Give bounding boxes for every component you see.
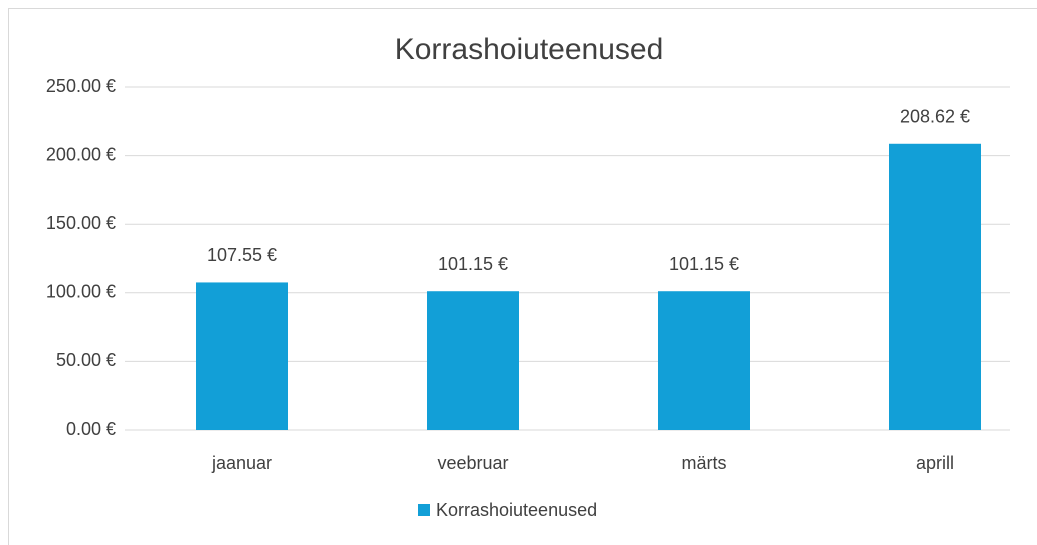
y-tick-label: 0.00 €	[66, 419, 116, 439]
data-label: 101.15 €	[438, 254, 508, 274]
data-label: 208.62 €	[900, 107, 970, 127]
y-tick-label: 200.00 €	[46, 144, 116, 164]
chart-title: Korrashoiuteenused	[395, 33, 664, 66]
legend-swatch	[418, 504, 430, 516]
y-tick-label: 250.00 €	[46, 76, 116, 96]
x-tick-label: jaanuar	[211, 453, 272, 473]
y-tick-label: 50.00 €	[56, 350, 116, 370]
x-tick-label: aprill	[916, 453, 954, 473]
y-tick-label: 100.00 €	[46, 282, 116, 302]
bar	[889, 143, 981, 430]
data-label: 107.55 €	[207, 245, 277, 265]
bar	[196, 282, 288, 430]
bar	[658, 291, 750, 430]
chart-border	[8, 8, 1037, 545]
y-tick-label: 150.00 €	[46, 213, 116, 233]
data-label: 101.15 €	[669, 254, 739, 274]
bar	[427, 291, 519, 430]
x-tick-label: märts	[682, 453, 727, 473]
x-tick-label: veebruar	[437, 453, 508, 473]
legend-label: Korrashoiuteenused	[436, 500, 597, 520]
